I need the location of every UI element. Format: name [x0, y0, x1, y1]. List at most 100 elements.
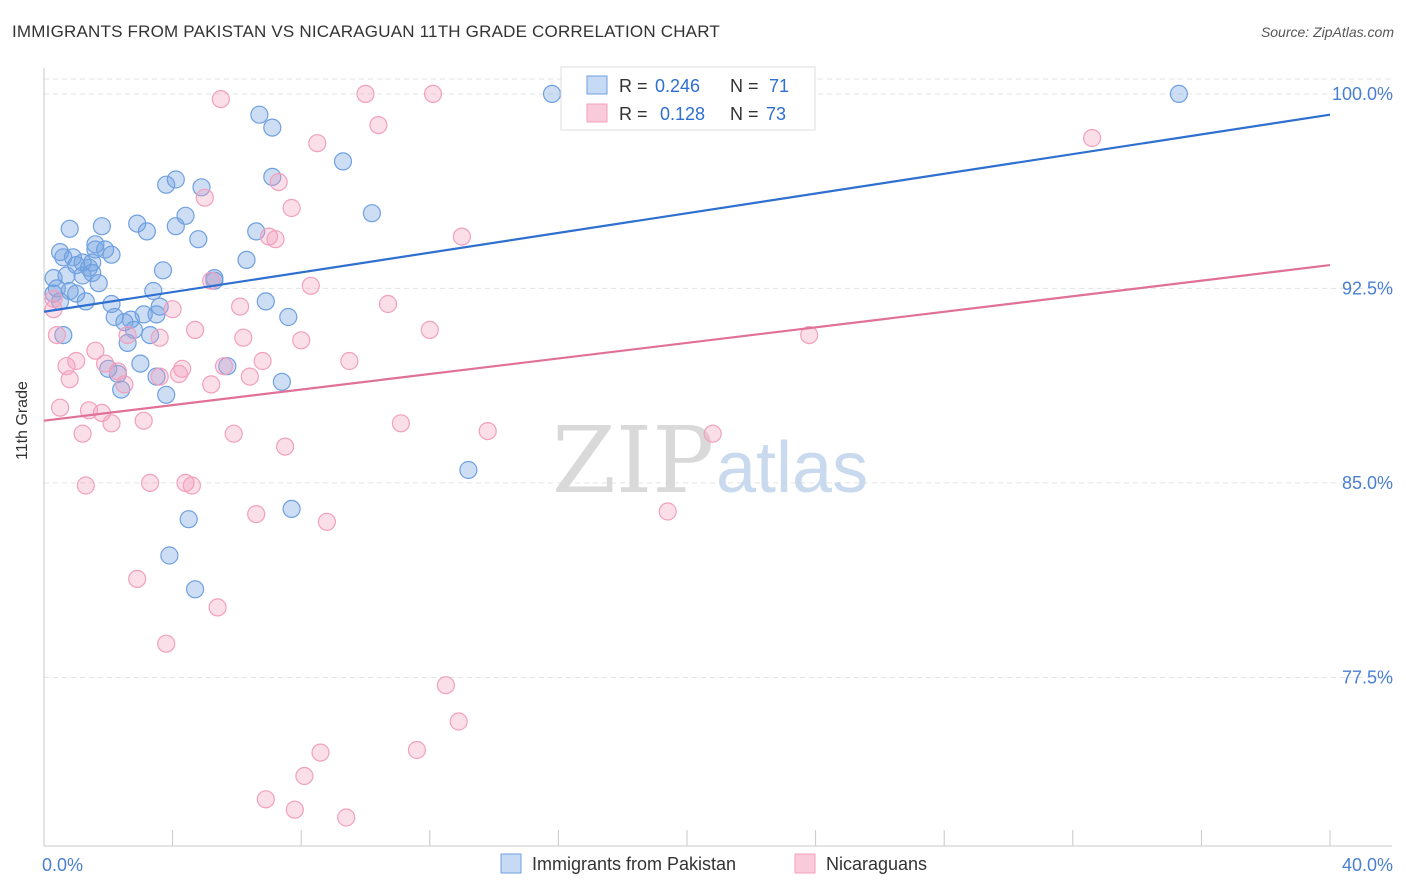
legend-swatch-pakistan — [586, 75, 608, 95]
nicaraguans-point — [208, 598, 227, 617]
pakistan-point — [86, 240, 105, 259]
pakistan-point — [189, 230, 208, 249]
chart-title: IMMIGRANTS FROM PAKISTAN VS NICARAGUAN 1… — [12, 22, 720, 41]
watermark: ZIP atlas — [552, 407, 868, 514]
pakistan-point — [237, 250, 256, 269]
nicaraguans-point — [308, 134, 327, 153]
nicaraguans-point — [182, 476, 201, 495]
nicaraguans-point — [266, 230, 285, 249]
legend-swatch-nicaraguans — [586, 103, 608, 123]
pakistan-point — [157, 385, 176, 404]
pakistan-point — [137, 222, 156, 241]
watermark-zip: ZIP — [552, 407, 714, 514]
pakistan-point — [282, 499, 301, 518]
legend-r-label: R = — [619, 76, 648, 96]
pakistan-point — [112, 380, 131, 399]
nicaraguans-point — [1082, 128, 1102, 148]
pakistan-point — [67, 284, 86, 303]
nicaraguans-point — [369, 115, 388, 135]
nicaraguans-point — [478, 422, 497, 441]
chart-source: Source: ZipAtlas.com — [1260, 24, 1394, 40]
pakistan-point — [157, 175, 176, 194]
nicaraguans-point — [128, 569, 147, 589]
pakistan-point — [272, 372, 291, 391]
pakistan-point — [256, 292, 275, 311]
nicaraguans-point — [67, 351, 86, 371]
nicaraguans-point — [282, 198, 301, 218]
nicaraguans-point — [115, 375, 134, 394]
nicaraguans-point — [73, 424, 92, 443]
pakistan-point — [73, 253, 92, 272]
bottom-legend-label-pakistan: Immigrants from Pakistan — [532, 854, 736, 874]
pakistan-point — [134, 305, 153, 324]
nicaraguans-point — [214, 357, 234, 376]
series-pakistan-points — [44, 84, 1189, 599]
nicaraguans-point — [436, 676, 455, 695]
watermark-atlas: atlas — [716, 428, 868, 508]
pakistan-point — [131, 354, 150, 373]
pakistan-point — [102, 245, 121, 264]
legend-r-label: R = — [619, 104, 648, 124]
nicaraguans-point — [703, 424, 722, 443]
nicaraguans-point — [356, 84, 375, 104]
bottom-legend-swatch-nicaraguans — [794, 853, 816, 874]
nicaraguans-point — [141, 473, 160, 492]
pakistan-point — [92, 217, 112, 236]
nicaraguans-point — [449, 712, 468, 731]
pakistan-point — [186, 580, 205, 599]
nicaraguans-point — [163, 300, 182, 319]
pakistan-point — [333, 152, 353, 171]
nicaraguans-point — [301, 276, 320, 295]
nicaraguans-point — [311, 743, 330, 762]
nicaraguans-point — [256, 790, 275, 809]
nicaraguans-point — [240, 367, 259, 386]
legend-n-label: N = — [730, 76, 759, 96]
nicaraguans-point — [169, 364, 189, 384]
nicaraguans-point — [420, 320, 439, 339]
nicaraguans-point — [211, 89, 230, 109]
pakistan-point — [279, 307, 298, 327]
nicaraguans-point — [76, 476, 95, 495]
nicaraguans-point — [102, 414, 121, 433]
nicaraguans-point — [150, 328, 169, 347]
nicaraguans-point — [44, 289, 63, 308]
nicaraguans-point — [150, 367, 169, 386]
pakistan-point — [192, 178, 211, 197]
nicaraguans-point — [378, 294, 398, 314]
legend-r-value: 0.128 — [660, 104, 705, 124]
pakistan-point — [179, 510, 198, 529]
pakistan-point — [1169, 84, 1189, 104]
nicaraguans-point — [195, 188, 214, 207]
legend-n-value: 73 — [766, 104, 786, 124]
legend-box: R = 0.246 N = 71 R = 0.128 N = 73 — [560, 66, 816, 131]
pakistan-point — [176, 206, 195, 225]
pakistan-point — [263, 118, 282, 137]
pakistan-point — [60, 219, 79, 238]
legend-n-label: N = — [730, 104, 759, 124]
pakistan-point — [166, 170, 185, 189]
axes — [43, 68, 1392, 847]
nicaraguans-point — [285, 800, 304, 819]
bottom-legend-swatch-pakistan — [500, 853, 522, 874]
nicaraguans-point — [157, 634, 176, 653]
y-tick-label: 77.5% — [1342, 667, 1393, 687]
nicaraguans-point — [173, 359, 192, 378]
x-tick-label: 40.0% — [1342, 855, 1393, 875]
nicaraguans-point — [202, 375, 221, 394]
tick-labels: 100.0% 92.5% 85.0% 77.5% 0.0% 40.0% — [42, 84, 1393, 875]
pakistan-point — [160, 546, 179, 565]
pakistan-point — [153, 261, 173, 280]
nicaraguans-point — [134, 411, 153, 430]
pakistan-point — [542, 84, 562, 104]
pakistan-point — [459, 460, 478, 480]
pakistan-point — [147, 305, 166, 324]
nicaraguans-point — [423, 84, 443, 104]
nicaraguans-point — [658, 502, 677, 521]
nicaraguans-point — [186, 320, 205, 339]
pakistan-point — [86, 235, 105, 254]
nicaraguans-point — [391, 414, 410, 433]
y-tick-label: 92.5% — [1342, 278, 1393, 298]
x-tick-label: 0.0% — [42, 855, 83, 875]
nicaraguans-point — [340, 351, 359, 371]
nicaraguans-point — [50, 398, 70, 417]
